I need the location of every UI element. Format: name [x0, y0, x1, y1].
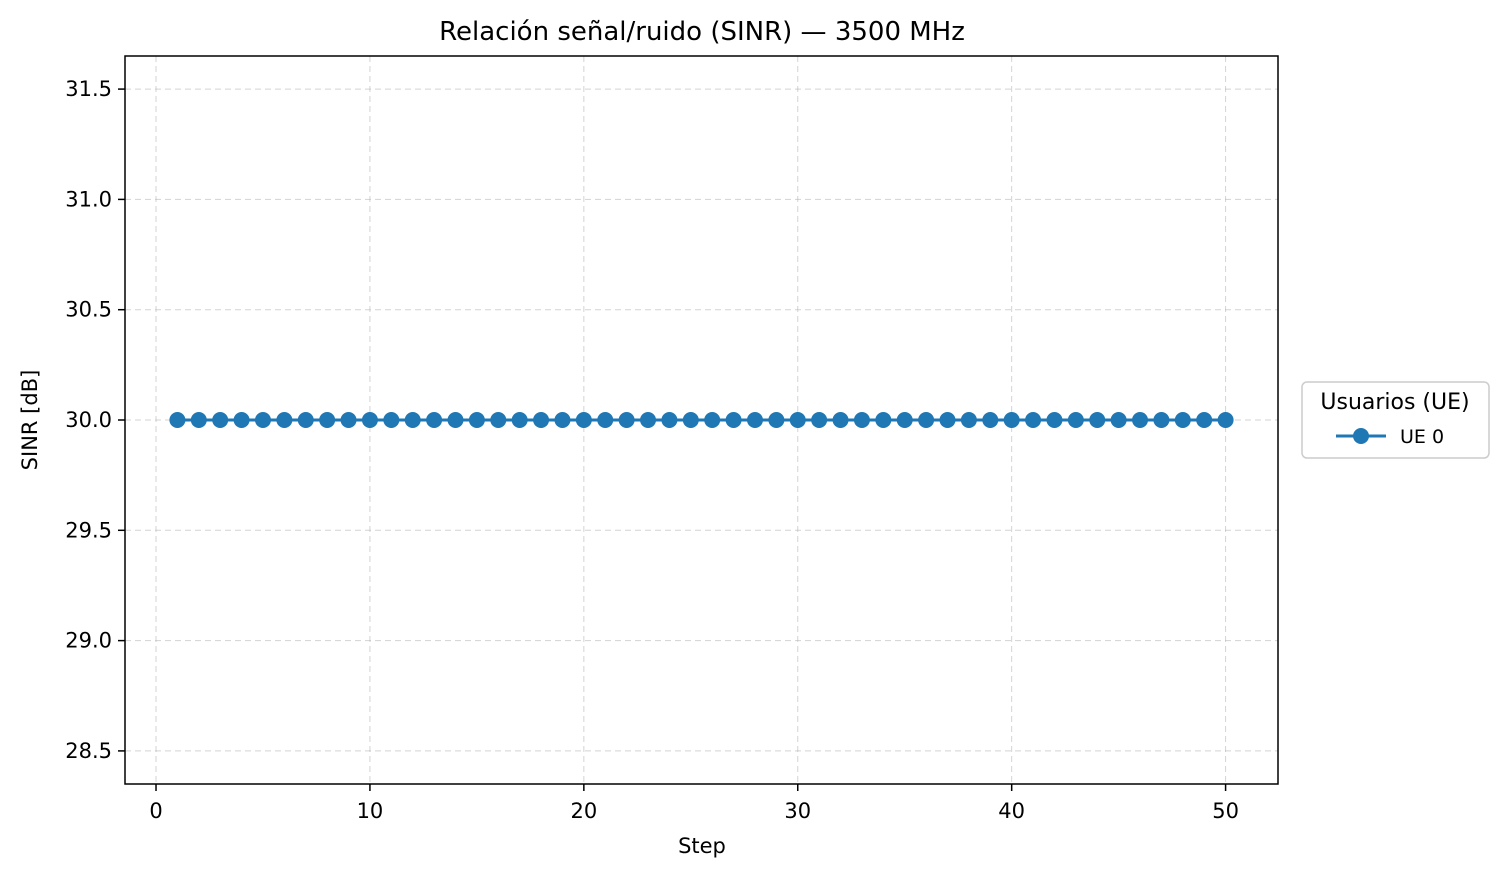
y-tick-label: 30.0 — [65, 408, 112, 432]
data-point — [875, 412, 892, 428]
y-tick-label: 31.0 — [65, 187, 112, 211]
legend-box — [1301, 381, 1490, 459]
data-point — [1196, 412, 1213, 428]
data-point — [853, 412, 870, 428]
x-tick-label: 20 — [570, 799, 597, 823]
data-point — [319, 412, 336, 428]
data-point — [426, 412, 443, 428]
data-point — [254, 412, 271, 428]
x-tick-label: 10 — [357, 799, 384, 823]
data-point — [361, 412, 378, 428]
x-axis: 0 10 20 30 40 50 — [149, 784, 1239, 823]
series-layer — [169, 412, 1234, 428]
data-point — [340, 412, 357, 428]
data-point — [704, 412, 721, 428]
data-point — [1217, 412, 1234, 428]
data-point — [597, 412, 614, 428]
data-point — [190, 412, 207, 428]
data-point — [276, 412, 293, 428]
data-point — [1067, 412, 1084, 428]
data-point — [575, 412, 592, 428]
data-point — [939, 412, 956, 428]
data-point — [768, 412, 785, 428]
data-point — [297, 412, 314, 428]
chart-title: Relación señal/ruido (SINR) — 3500 MHz — [439, 17, 965, 47]
data-point — [789, 412, 806, 428]
data-point — [682, 412, 699, 428]
x-tick-label: 50 — [1212, 799, 1239, 823]
data-point — [1089, 412, 1106, 428]
data-point — [1153, 412, 1170, 428]
data-point — [811, 412, 828, 428]
data-point — [404, 412, 421, 428]
data-point — [212, 412, 229, 428]
data-point — [233, 412, 250, 428]
data-point — [169, 412, 186, 428]
data-point — [1174, 412, 1191, 428]
x-tick-label: 0 — [149, 799, 162, 823]
y-tick-label: 29.5 — [65, 518, 112, 542]
legend-title: Usuarios (UE) — [1320, 390, 1469, 415]
data-point — [447, 412, 464, 428]
data-point — [490, 412, 507, 428]
data-point — [1046, 412, 1063, 428]
data-point — [982, 412, 999, 428]
data-point — [832, 412, 849, 428]
data-point — [533, 412, 550, 428]
data-point — [960, 412, 977, 428]
data-point — [746, 412, 763, 428]
y-axis: 28.5 29.0 29.5 30.0 30.5 31.0 31.5 — [65, 77, 125, 763]
data-point — [468, 412, 485, 428]
y-tick-label: 31.5 — [65, 77, 112, 101]
y-tick-label: 28.5 — [65, 739, 112, 763]
data-point — [554, 412, 571, 428]
x-tick-label: 30 — [784, 799, 811, 823]
data-point — [725, 412, 742, 428]
data-point — [1110, 412, 1127, 428]
legend-series-marker — [1353, 428, 1369, 444]
data-point — [661, 412, 678, 428]
data-point — [640, 412, 657, 428]
y-tick-label: 30.5 — [65, 298, 112, 322]
data-point — [1025, 412, 1042, 428]
data-point — [1003, 412, 1020, 428]
x-axis-title: Step — [678, 834, 726, 858]
y-axis-title: SINR [dB] — [18, 370, 42, 471]
data-point — [618, 412, 635, 428]
legend-series-label: UE 0 — [1400, 426, 1444, 448]
y-tick-label: 29.0 — [65, 629, 112, 653]
legend: Usuarios (UE) UE 0 — [1301, 381, 1490, 459]
data-point — [511, 412, 528, 428]
x-tick-label: 40 — [998, 799, 1025, 823]
data-point — [1132, 412, 1149, 428]
data-point — [383, 412, 400, 428]
data-point — [896, 412, 913, 428]
data-point — [918, 412, 935, 428]
